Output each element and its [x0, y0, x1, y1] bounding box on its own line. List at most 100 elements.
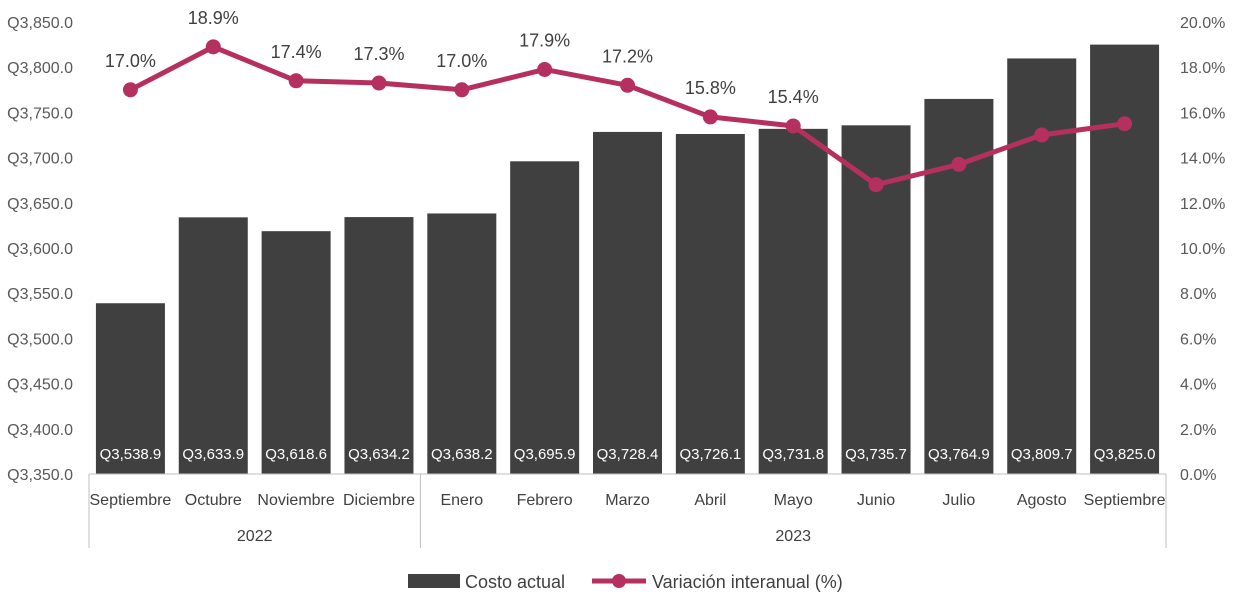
- bar-data-label: Q3,638.2: [431, 446, 493, 463]
- y-left-tick-label: Q3,750.0: [7, 105, 73, 122]
- x-tick-label: Febrero: [517, 492, 573, 509]
- group-label: 2022: [237, 528, 273, 545]
- y-right-tick-label: 12.0%: [1180, 196, 1225, 213]
- bar-data-label: Q3,764.9: [928, 446, 990, 463]
- category-axis: Septiembre Octubre Noviembre Diciembre Enero…: [88, 473, 1167, 548]
- line-data-label: 17.2%: [602, 46, 653, 66]
- line-data-label: 17.3%: [353, 44, 404, 64]
- x-tick-label: Enero: [440, 492, 483, 509]
- group-label: 2023: [775, 528, 811, 545]
- bar-data-label: Q3,618.6: [265, 446, 327, 463]
- right-axis: 0.0% 2.0% 4.0% 6.0% 8.0% 10.0% 12.0% 14.0% 16.0%…: [1180, 15, 1225, 484]
- bar-data-label: Q3,538.9: [100, 446, 162, 463]
- x-tick-label: Abril: [694, 492, 726, 509]
- bar-data-label: Q3,695.9: [514, 446, 576, 463]
- y-right-tick-label: 4.0%: [1180, 377, 1216, 394]
- line-data-label: 17.9%: [519, 30, 570, 50]
- y-left-tick-label: Q3,550.0: [7, 286, 73, 303]
- bar: [261, 231, 331, 474]
- bar-data-label: Q3,825.0: [1094, 446, 1156, 463]
- bar: [178, 217, 248, 474]
- bar-data-label: Q3,809.7: [1011, 446, 1073, 463]
- legend-label-bar: Costo actual: [465, 572, 565, 592]
- bar: [593, 131, 662, 475]
- x-tick-label: Marzo: [605, 492, 650, 509]
- line-data-label: 15.0%: [1016, 96, 1067, 116]
- x-tick-label: Junio: [857, 492, 895, 509]
- x-tick-label: Septiembre: [1084, 492, 1166, 509]
- y-right-tick-label: 16.0%: [1180, 105, 1225, 122]
- bar: [1007, 58, 1077, 474]
- y-right-tick-label: 14.0%: [1180, 151, 1225, 168]
- bar-labels: Q3,538.9 Q3,633.9 Q3,618.6 Q3,634.2 Q3,638.2…: [100, 446, 1156, 463]
- y-left-tick-label: Q3,600.0: [7, 241, 73, 258]
- line-marker: [371, 75, 387, 91]
- x-tick-label: Diciembre: [343, 492, 415, 509]
- y-right-tick-label: 10.0%: [1180, 241, 1225, 258]
- line-marker: [702, 109, 718, 125]
- y-left-tick-label: Q3,500.0: [7, 331, 73, 348]
- line-marker: [1117, 116, 1133, 132]
- y-right-tick-label: 6.0%: [1180, 331, 1216, 348]
- bar: [427, 213, 497, 474]
- line-data-label: 18.9%: [188, 8, 239, 28]
- line-marker: [785, 118, 801, 134]
- line-data-label: 17.4%: [271, 42, 322, 62]
- line-data-label: 15.4%: [768, 87, 819, 107]
- bar-data-label: Q3,633.9: [182, 446, 244, 463]
- y-right-tick-label: 2.0%: [1180, 422, 1216, 439]
- line-data-label: 17.0%: [436, 51, 487, 71]
- line-data-label: 12.8%: [851, 146, 902, 166]
- line-data-label: 17.0%: [105, 51, 156, 71]
- bar: [758, 128, 828, 475]
- bar-data-label: Q3,726.1: [679, 446, 741, 463]
- line-data-label: 13.7%: [933, 125, 984, 145]
- legend-swatch-bar: [408, 574, 460, 588]
- bar-data-label: Q3,731.8: [762, 446, 824, 463]
- bar-data-label: Q3,735.7: [845, 446, 907, 463]
- line-marker: [454, 82, 470, 98]
- line-data-label: 15.8%: [685, 78, 736, 98]
- line-marker: [205, 39, 221, 55]
- line-marker: [288, 73, 304, 89]
- line-marker: [122, 82, 138, 98]
- line-marker: [537, 61, 553, 77]
- bar-data-label: Q3,634.2: [348, 446, 410, 463]
- bar: [510, 161, 580, 474]
- y-left-tick-label: Q3,850.0: [7, 15, 73, 32]
- y-left-tick-label: Q3,650.0: [7, 196, 73, 213]
- legend-swatch-marker: [612, 574, 626, 588]
- line-marker: [620, 77, 635, 93]
- line-data-label: 15.5%: [1099, 85, 1150, 105]
- y-left-tick-label: Q3,350.0: [7, 467, 73, 484]
- x-tick-label: Octubre: [185, 492, 242, 509]
- bar: [344, 217, 414, 475]
- legend-label-line: Variación interanual (%): [652, 572, 843, 592]
- line-series: [122, 39, 1133, 193]
- left-axis: Q3,350.0 Q3,400.0 Q3,450.0 Q3,500.0 Q3,550.0…: [7, 15, 73, 484]
- y-left-tick-label: Q3,800.0: [7, 60, 73, 77]
- line-marker: [868, 177, 884, 193]
- x-tick-label: Agosto: [1017, 492, 1067, 509]
- bar-series: [95, 44, 1160, 475]
- y-left-tick-label: Q3,700.0: [7, 151, 73, 168]
- x-tick-label: Septiembre: [90, 492, 172, 509]
- legend: Costo actual Variación interanual (%): [408, 572, 843, 592]
- bar: [1090, 44, 1160, 474]
- y-right-tick-label: 18.0%: [1180, 60, 1225, 77]
- x-tick-label: Noviembre: [257, 492, 334, 509]
- bar-data-label: Q3,728.4: [597, 446, 659, 463]
- line-marker: [951, 156, 967, 172]
- bar: [675, 134, 745, 474]
- line-marker: [1034, 127, 1050, 143]
- y-right-tick-label: 8.0%: [1180, 286, 1216, 303]
- y-right-tick-label: 20.0%: [1180, 15, 1225, 32]
- y-right-tick-label: 0.0%: [1180, 467, 1216, 484]
- y-left-tick-label: Q3,450.0: [7, 377, 73, 394]
- x-tick-label: Mayo: [774, 492, 813, 509]
- y-left-tick-label: Q3,400.0: [7, 422, 73, 439]
- line-labels: 17.0% 18.9% 17.4% 17.3% 17.0% 17.9% 17.2% 15.8%…: [105, 8, 1150, 166]
- bar: [95, 303, 165, 474]
- x-tick-label: Julio: [942, 492, 975, 509]
